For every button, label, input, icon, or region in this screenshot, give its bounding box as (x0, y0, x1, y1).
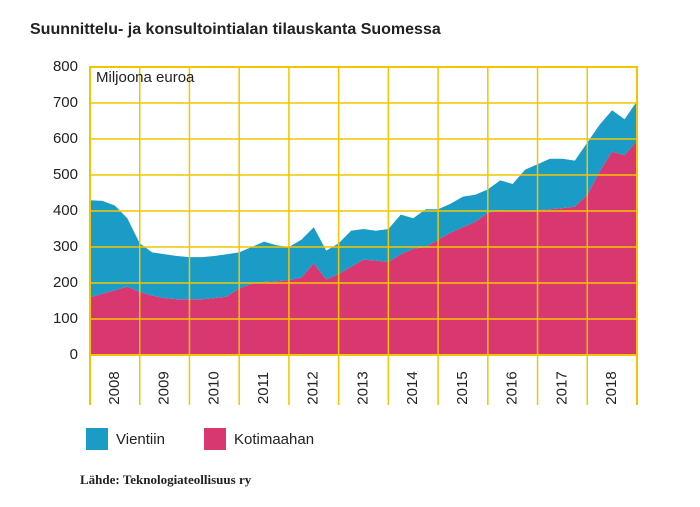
area (90, 101, 637, 300)
y-tick-label: 400 (53, 202, 78, 219)
source: Lähde: Teknologiateollisuus ry (80, 472, 252, 487)
legend-label: Vientiin (116, 431, 165, 448)
y-tick-label: 300 (53, 238, 78, 255)
x-tick-label: 2008 (106, 371, 123, 404)
x-tick-label: 2012 (305, 371, 322, 404)
legend-swatch (86, 428, 108, 450)
chart-title: Suunnittelu- ja konsultointialan tilausk… (30, 21, 441, 38)
y-tick-label: 200 (53, 274, 78, 291)
y-tick-label: 600 (53, 130, 78, 147)
y-tick-label: 500 (53, 166, 78, 183)
legend-swatch (204, 428, 226, 450)
y-tick-label: 0 (70, 346, 78, 363)
y-tick-label: 800 (53, 58, 78, 75)
y-tick-label: 100 (53, 310, 78, 327)
area (90, 140, 637, 355)
x-tick-label: 2014 (404, 371, 421, 404)
x-tick-label: 2009 (156, 371, 173, 404)
x-tick-label: 2011 (255, 372, 272, 404)
x-tick-label: 2013 (354, 371, 371, 404)
x-tick-label: 2010 (205, 371, 222, 404)
x-tick-label: 2017 (553, 371, 570, 404)
y-axis-label: Miljoona euroa (96, 69, 195, 86)
x-tick-label: 2015 (454, 371, 471, 404)
legend-label: Kotimaahan (234, 431, 314, 448)
x-tick-label: 2018 (603, 371, 620, 404)
y-tick-label: 700 (53, 94, 78, 111)
x-tick-label: 2016 (504, 371, 521, 404)
